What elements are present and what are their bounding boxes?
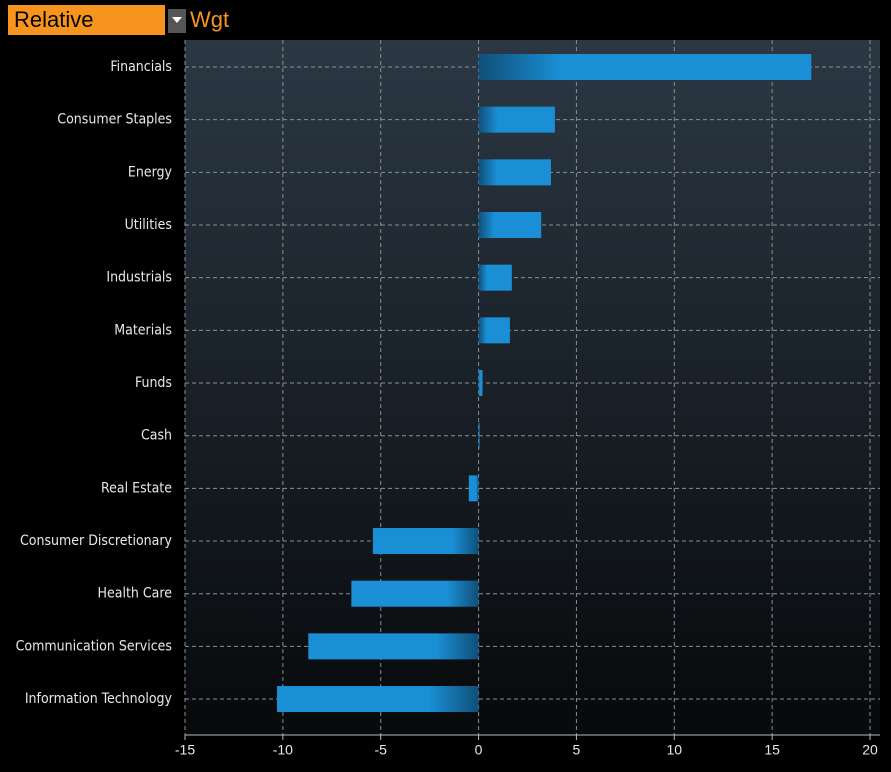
y-tick-label: Consumer Discretionary [20, 533, 173, 549]
bar [478, 159, 551, 186]
y-tick-label: Cash [141, 428, 172, 444]
plot-area [185, 40, 880, 735]
bar [478, 212, 542, 239]
bar [372, 528, 479, 555]
mode-box[interactable] [8, 5, 165, 35]
bar [468, 475, 479, 502]
bar [478, 370, 483, 397]
field-label[interactable]: Wgt [190, 7, 229, 32]
bar [478, 54, 812, 80]
y-tick-label: Communication Services [16, 638, 172, 654]
y-tick-label: Industrials [106, 270, 172, 286]
y-tick-label: Real Estate [101, 480, 172, 496]
x-tick-label: 20 [862, 742, 878, 758]
bar [351, 580, 479, 607]
y-tick-label: Health Care [98, 586, 173, 602]
bar [308, 633, 479, 660]
bar [478, 422, 480, 449]
bar [478, 106, 555, 133]
y-tick-label: Energy [128, 164, 173, 180]
x-tick-label: 0 [475, 742, 483, 758]
y-tick-label: Consumer Staples [57, 112, 172, 128]
x-tick-label: -10 [273, 742, 293, 758]
x-tick-label: 5 [573, 742, 581, 758]
bar [478, 317, 510, 344]
y-tick-label: Funds [135, 375, 172, 391]
y-tick-label: Financials [110, 59, 172, 75]
x-tick-label: -5 [374, 742, 387, 758]
x-tick-label: 15 [764, 742, 780, 758]
y-tick-label: Information Technology [25, 691, 173, 707]
x-tick-label: 10 [666, 742, 682, 758]
x-tick-label: -15 [175, 742, 195, 758]
y-tick-label: Utilities [125, 217, 172, 233]
y-tick-label: Materials [114, 322, 172, 338]
bar [276, 686, 479, 713]
bar [478, 264, 512, 291]
mode-label[interactable]: Relative [14, 7, 93, 32]
dropdown-arrow [172, 17, 182, 23]
